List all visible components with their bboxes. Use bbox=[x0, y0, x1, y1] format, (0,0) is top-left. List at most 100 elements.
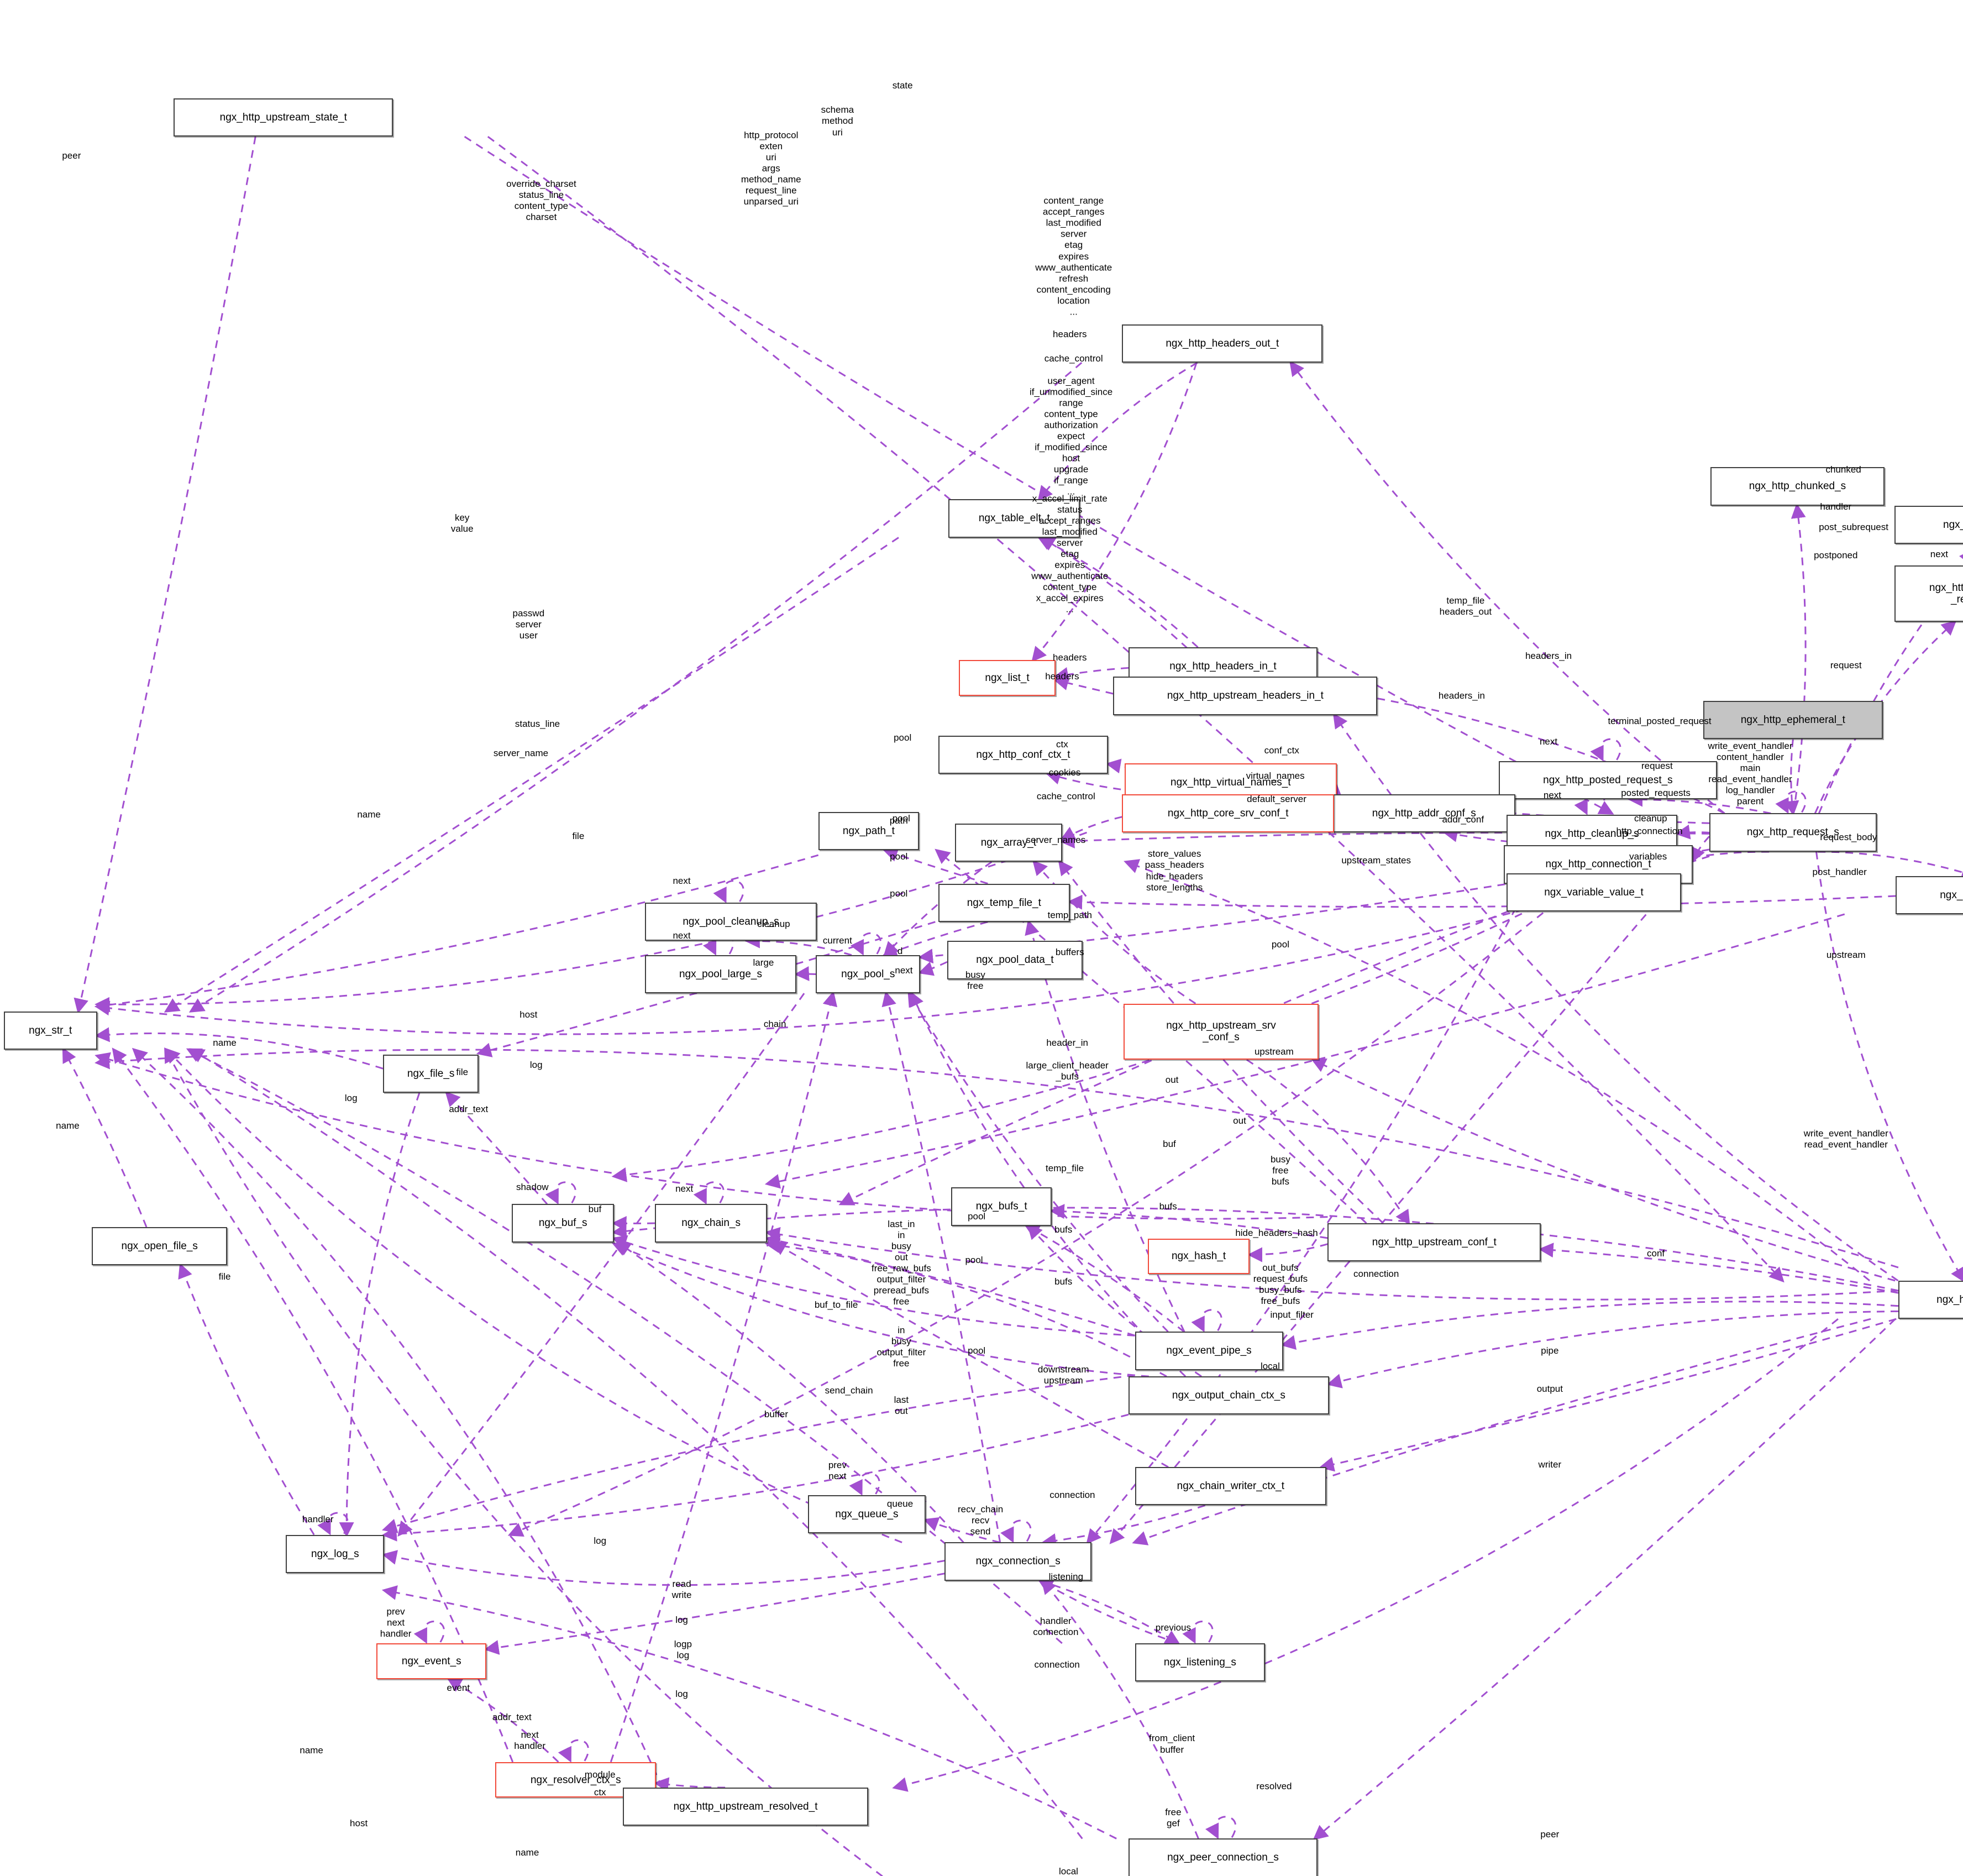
edge bbox=[764, 1238, 1167, 1377]
edge bbox=[1031, 362, 1198, 662]
node-ngx-pool-s[interactable]: ngx_pool_s bbox=[816, 955, 921, 994]
edge bbox=[1814, 620, 1957, 814]
edge bbox=[339, 1092, 421, 1538]
node-ngx-http-request-body-t[interactable]: ngx_http_request_body_t bbox=[1896, 876, 1963, 914]
edge bbox=[1590, 738, 1621, 762]
edge bbox=[1247, 1243, 1328, 1262]
edge bbox=[1041, 1579, 1199, 1839]
edge bbox=[1182, 1620, 1214, 1644]
edge bbox=[1053, 667, 1129, 682]
node-ngx-bufs-t[interactable]: ngx_bufs_t bbox=[951, 1187, 1052, 1226]
edge bbox=[95, 1049, 1899, 1269]
edge bbox=[881, 991, 1001, 1543]
node-ngx-connection-s[interactable]: ngx_connection_s bbox=[944, 1542, 1092, 1581]
edge bbox=[165, 1047, 902, 1543]
edge bbox=[397, 993, 805, 1537]
node-ngx-http-addr-conf-s[interactable]: ngx_http_addr_conf_s bbox=[1332, 794, 1515, 833]
node-ngx-log-s[interactable]: ngx_log_s bbox=[286, 1534, 385, 1573]
edge bbox=[1326, 1310, 1898, 1388]
node-ngx-temp-file-t[interactable]: ngx_temp_file_t bbox=[938, 883, 1070, 922]
node-ngx-str-t[interactable]: ngx_str_t bbox=[3, 1011, 97, 1050]
node-ngx-http-posted-request-s[interactable]: ngx_http_posted_request_s bbox=[1498, 761, 1717, 800]
node-ngx-http-upstream-state-t[interactable]: ngx_http_upstream_state_t bbox=[174, 98, 393, 137]
node-ngx-queue-s[interactable]: ngx_queue_s bbox=[808, 1495, 926, 1534]
node-ngx-open-file-s[interactable]: ngx_open_file_s bbox=[92, 1227, 228, 1266]
edge bbox=[693, 1181, 725, 1205]
edge bbox=[95, 1027, 384, 1070]
node-ngx-http-conf-ctx-t[interactable]: ngx_http_conf_ctx_t bbox=[938, 735, 1109, 774]
edge bbox=[1784, 739, 1799, 816]
node-ngx-pool-cleanup-s[interactable]: ngx_pool_cleanup_s bbox=[644, 903, 817, 941]
node-ngx-event-s[interactable]: ngx_event_s bbox=[376, 1643, 487, 1679]
edge bbox=[1791, 503, 1807, 814]
edge bbox=[1815, 851, 1963, 1283]
node-ngx-http-upstream-conf-t[interactable]: ngx_http_upstream_conf_t bbox=[1327, 1223, 1541, 1262]
edge bbox=[771, 1241, 1169, 1468]
edge bbox=[1818, 851, 1963, 879]
edge bbox=[178, 1263, 315, 1536]
node-ngx-pool-large-s[interactable]: ngx_pool_large_s bbox=[644, 955, 797, 994]
edge bbox=[445, 1091, 548, 1205]
edge bbox=[381, 1374, 1135, 1533]
node-ngx-pool-data-t[interactable]: ngx_pool_data_t bbox=[947, 941, 1083, 979]
edge bbox=[1310, 1058, 1896, 1282]
edge bbox=[1319, 1318, 1897, 1472]
node-ngx-list-t[interactable]: ngx_list_t bbox=[958, 660, 1056, 696]
node-ngx-peer-connection-s[interactable]: ngx_peer_connection_s bbox=[1129, 1838, 1318, 1876]
node-ngx-event-pipe-s[interactable]: ngx_event_pipe_s bbox=[1135, 1332, 1283, 1370]
node-ngx-http-upstream-resolved-t[interactable]: ngx_http_upstream_resolved_t bbox=[623, 1788, 868, 1826]
node-ngx-chain-writer-ctx-t[interactable]: ngx_chain_writer_ctx_t bbox=[1135, 1467, 1327, 1506]
edge bbox=[487, 135, 1784, 1283]
edge bbox=[1538, 1243, 1899, 1294]
node-ngx-output-chain-ctx-s[interactable]: ngx_output_chain_ctx_s bbox=[1129, 1376, 1329, 1415]
edge bbox=[1628, 792, 1771, 814]
edge bbox=[1037, 1579, 1179, 1644]
node-ngx-path-t[interactable]: ngx_path_t bbox=[818, 812, 920, 851]
edge bbox=[112, 1047, 514, 1763]
edge bbox=[610, 991, 838, 1763]
node-ngx-hash-t[interactable]: ngx_hash_t bbox=[1147, 1238, 1250, 1275]
edge bbox=[615, 1241, 964, 1543]
edge bbox=[1067, 894, 1896, 910]
edge bbox=[95, 854, 819, 1013]
node-ngx-table-elt-t[interactable]: ngx_table_elt_t bbox=[948, 499, 1080, 538]
node-ngx-http-core-srv-conf-t[interactable]: ngx_http_core_srv_conf_t bbox=[1122, 794, 1334, 833]
edge bbox=[413, 1620, 445, 1644]
node-ngx-http-ephemeral-t[interactable]: ngx_http_ephemeral_t bbox=[1703, 701, 1883, 740]
edge bbox=[164, 537, 899, 1013]
edge bbox=[507, 851, 1619, 1537]
node-ngx-http-post-subrequest-t[interactable]: ngx_http_post_subrequest_t bbox=[1894, 505, 1963, 544]
node-ngx-file-s[interactable]: ngx_file_s bbox=[383, 1055, 479, 1093]
node-ngx-http-headers-out-t[interactable]: ngx_http_headers_out_t bbox=[1122, 324, 1323, 363]
node-ngx-buf-s[interactable]: ngx_buf_s bbox=[512, 1204, 615, 1243]
edge bbox=[1191, 1309, 1222, 1333]
edge bbox=[74, 136, 256, 1014]
edge bbox=[1000, 1519, 1032, 1543]
edge bbox=[764, 913, 1845, 1189]
edge bbox=[381, 1413, 1129, 1542]
node-ngx-chain-s[interactable]: ngx_chain_s bbox=[655, 1204, 768, 1243]
node-ngx-array-t[interactable]: ngx_array_t bbox=[954, 823, 1062, 862]
node-ngx-http-request-s[interactable]: ngx_http_request_s bbox=[1709, 813, 1877, 852]
edge bbox=[918, 961, 948, 976]
edge bbox=[484, 1573, 945, 1655]
edge bbox=[186, 1048, 1063, 1644]
node-ngx-listening-s[interactable]: ngx_listening_s bbox=[1135, 1643, 1266, 1682]
node-ngx-http-upstream-srv-conf-s[interactable]: ngx_http_upstream_srv _conf_s bbox=[1123, 1003, 1319, 1060]
edge bbox=[1040, 1580, 1180, 1645]
node-ngx-http-chunked-s[interactable]: ngx_http_chunked_s bbox=[1710, 467, 1885, 506]
edge bbox=[188, 361, 1083, 1013]
edge bbox=[381, 1585, 1117, 1840]
edge bbox=[1025, 919, 1185, 1332]
edge bbox=[1313, 1318, 1896, 1841]
edge bbox=[95, 1052, 1328, 1220]
node-ngx-http-upstream-s[interactable]: ngx_http_upstream_s bbox=[1898, 1280, 1963, 1319]
node-ngx-variable-value-t[interactable]: ngx_variable_value_t bbox=[1506, 873, 1682, 912]
edge bbox=[611, 1207, 1899, 1292]
edge bbox=[95, 831, 1088, 1012]
node-ngx-http-postponed-request-s[interactable]: ngx_http_postponed _request_s bbox=[1894, 565, 1963, 622]
edge bbox=[1109, 851, 1701, 1544]
node-ngx-http-upstream-headers-in-t[interactable]: ngx_http_upstream_headers_in_t bbox=[1113, 677, 1378, 715]
